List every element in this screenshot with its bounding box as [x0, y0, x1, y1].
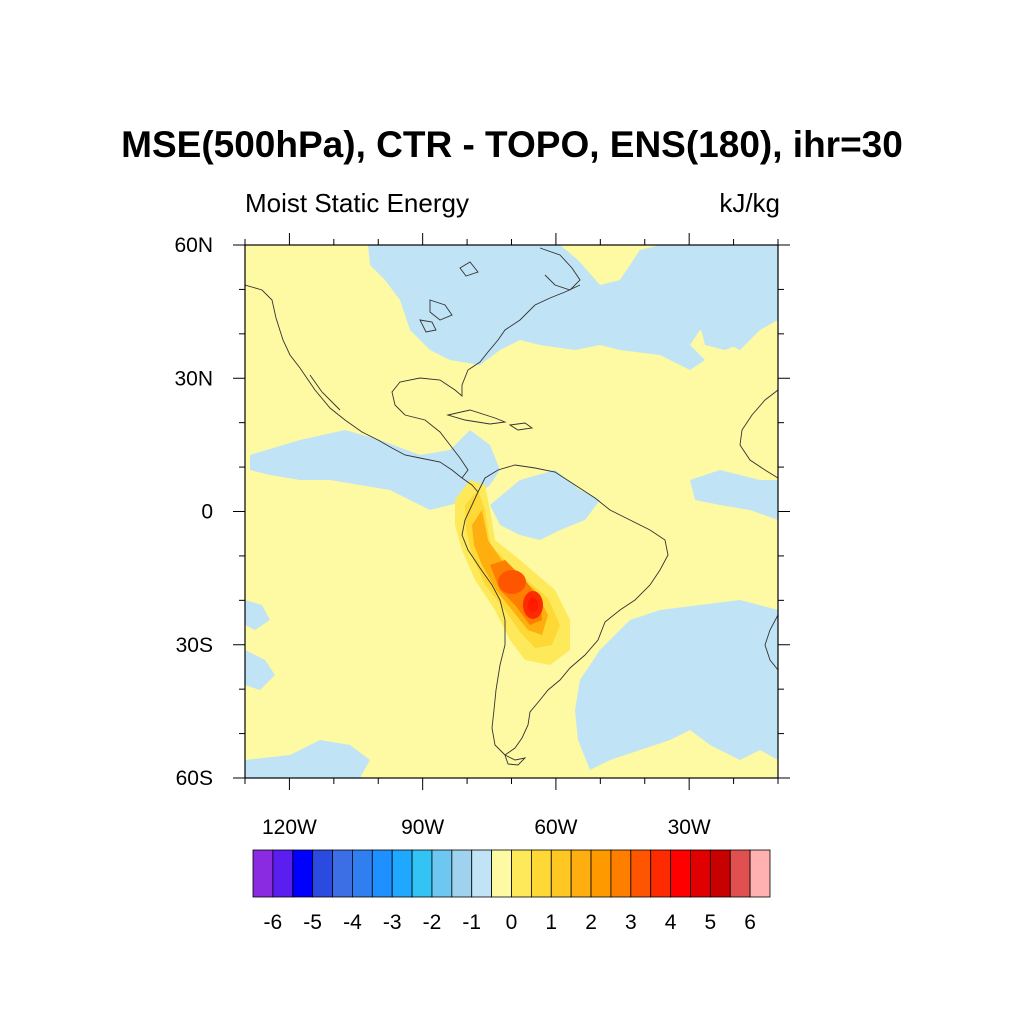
colorbar-swatch — [451, 849, 473, 898]
colorbar-swatch — [411, 849, 433, 898]
colorbar-swatch — [332, 849, 353, 898]
colorbar-swatch — [292, 849, 314, 898]
lon-tick-label: 90W — [401, 816, 444, 839]
lat-tick-label: 60N — [174, 234, 213, 257]
colorbar-swatch — [630, 849, 652, 898]
colorbar-label: -3 — [383, 911, 402, 934]
lat-tick-label: 30N — [174, 367, 213, 390]
colorbar-swatch — [431, 849, 453, 898]
negative-field-regions — [245, 245, 778, 778]
colorbar: -6 -5 -4 -3 -2 -1 0 1 2 3 4 5 6 — [252, 849, 771, 934]
axis-labels: 60N 30N 0 30S 60S 120W 90W 60W 30W — [174, 234, 710, 839]
colorbar-swatch — [491, 849, 512, 898]
lat-tick-label: 30S — [176, 634, 213, 657]
colorbar-swatch — [471, 849, 493, 898]
lat-tick-label: 60S — [176, 767, 213, 790]
colorbar-swatch — [352, 849, 373, 898]
colorbar-swatch — [530, 849, 552, 898]
left-subtitle: Moist Static Energy — [245, 188, 469, 218]
lon-tick-label: 120W — [262, 816, 317, 839]
colorbar-swatch — [312, 849, 333, 898]
lat-tick-label: 0 — [201, 501, 213, 524]
axis-ticks — [233, 233, 790, 790]
colorbar-swatch — [570, 849, 592, 898]
colorbar-swatch — [272, 849, 294, 898]
map-panel — [245, 245, 778, 778]
colorbar-swatch — [709, 849, 731, 898]
colorbar-swatch — [511, 849, 532, 898]
colorbar-swatch — [252, 849, 274, 898]
colorbar-label: 1 — [545, 911, 557, 934]
colorbar-swatch — [391, 849, 413, 898]
lon-tick-label: 30W — [668, 816, 711, 839]
lon-tick-label: 60W — [534, 816, 577, 839]
coastlines — [245, 247, 778, 766]
colorbar-swatch — [550, 849, 572, 898]
colorbar-swatch — [729, 849, 751, 898]
colorbar-swatch — [650, 849, 671, 898]
colorbar-swatch — [690, 849, 711, 898]
colorbar-swatch — [670, 849, 691, 898]
colorbar-swatch — [371, 849, 393, 898]
colorbar-label: 4 — [665, 911, 677, 934]
colorbar-label: 2 — [585, 911, 597, 934]
colorbar-label: 5 — [705, 911, 717, 934]
colorbar-swatch — [749, 849, 771, 898]
colorbar-swatch — [610, 849, 632, 898]
colorbar-label: -2 — [423, 911, 442, 934]
colorbar-label: -4 — [343, 911, 362, 934]
colorbar-label: -5 — [303, 911, 322, 934]
colorbar-swatch — [590, 849, 612, 898]
colorbar-label: 6 — [744, 911, 756, 934]
figure-title: MSE(500hPa), CTR - TOPO, ENS(180), ihr=3… — [121, 124, 903, 165]
colorbar-label: -6 — [264, 911, 283, 934]
units-subtitle: kJ/kg — [719, 188, 780, 218]
colorbar-label: 0 — [506, 911, 518, 934]
colorbar-label: 3 — [625, 911, 637, 934]
colorbar-label: -1 — [462, 911, 481, 934]
andes-anomaly — [455, 480, 570, 665]
